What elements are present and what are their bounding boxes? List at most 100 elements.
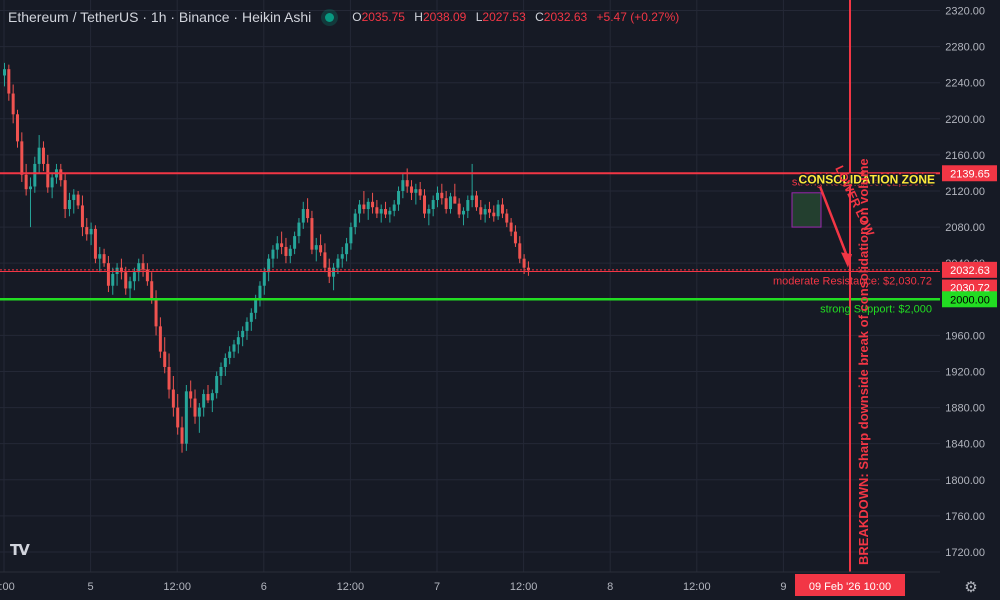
candle-body	[327, 267, 331, 277]
grid	[0, 0, 940, 572]
candle-body	[124, 272, 128, 289]
candle-body	[522, 258, 526, 268]
candle-body	[228, 351, 232, 358]
ohlc-readout: O2035.75 H2038.09 L2027.53 C2032.63 +5.4…	[352, 10, 685, 24]
candle-body	[63, 180, 67, 210]
candle-body	[215, 375, 219, 394]
price-tick-label: 2160.00	[945, 150, 985, 162]
candle-body	[332, 267, 336, 277]
candle-body	[301, 209, 305, 223]
candle-body	[271, 249, 275, 259]
candle-body	[267, 258, 271, 273]
candle-body	[98, 254, 102, 259]
candle-body	[189, 391, 193, 399]
candle-body	[202, 394, 206, 408]
candle-body	[89, 228, 93, 235]
candle-body	[111, 274, 115, 286]
candle-body	[76, 194, 80, 206]
candle-body	[410, 186, 414, 193]
candle-body	[137, 263, 141, 273]
candle-body	[518, 243, 522, 259]
change-value: +5.47 (+0.27%)	[596, 10, 680, 24]
time-tick-label: 12:00	[510, 581, 538, 593]
gear-icon[interactable]: ⚙	[964, 579, 978, 596]
candle-body	[11, 93, 15, 115]
price-tick-label: 2280.00	[945, 42, 985, 54]
candle-body	[487, 209, 491, 213]
tradingview-logo-icon[interactable]: TV	[10, 541, 30, 559]
price-level-badge	[942, 291, 997, 308]
candle-body	[457, 203, 461, 215]
candle-body	[496, 204, 500, 217]
candle-body	[444, 198, 448, 210]
price-tick-label: 1760.00	[945, 511, 985, 523]
price-level-label: 2139.65	[950, 168, 990, 180]
candle-body	[500, 204, 504, 214]
symbol-title[interactable]: Ethereum / TetherUS · 1h · Binance · Hei…	[8, 9, 312, 25]
candle-body	[470, 195, 474, 201]
candle-body	[440, 192, 444, 199]
price-level-badge	[942, 165, 997, 182]
candle-body	[145, 269, 149, 282]
candle-body	[431, 200, 435, 210]
time-tick-label: 12:00	[683, 581, 711, 593]
price-tick-label: 1920.00	[945, 366, 985, 378]
candle-body	[362, 204, 366, 210]
candle-body	[80, 205, 84, 228]
candle-body	[405, 180, 409, 187]
candle-body	[436, 192, 439, 201]
low-value: 2027.53	[482, 10, 526, 24]
candle-body	[106, 263, 110, 286]
candle-body	[513, 231, 517, 244]
candle-body	[15, 114, 19, 142]
candle-body	[167, 366, 171, 390]
candle-body	[310, 218, 314, 250]
candle-body	[423, 195, 427, 214]
candle-body	[453, 196, 457, 204]
candle-body	[349, 227, 353, 244]
candle-body	[379, 209, 383, 214]
candle-body	[115, 267, 119, 275]
price-axis: 2320.00 2280.00 2240.00 2200.00 2160.00 2120.…	[940, 0, 1000, 572]
candle-body	[262, 272, 266, 286]
price-tick-label: 1960.00	[945, 330, 985, 342]
candle-body	[366, 201, 370, 210]
candle-body	[158, 326, 162, 352]
crosshair-time-badge	[795, 574, 905, 596]
candle-body	[492, 212, 496, 217]
candle-body	[375, 207, 379, 214]
price-tick-label: 1800.00	[945, 475, 985, 487]
drawings: strong Resistance: $2,139.65CONSOLIDATIO…	[0, 0, 940, 572]
candle-body	[184, 391, 188, 444]
candle-body	[297, 222, 301, 237]
candle-body	[418, 189, 422, 196]
time-tick-label: 2:00	[0, 581, 15, 593]
candle-body	[241, 330, 245, 338]
market-status-icon	[325, 12, 335, 22]
candle-body	[210, 393, 214, 401]
candle-body	[219, 366, 223, 376]
price-tick-label: 1840.00	[945, 439, 985, 451]
candle-body	[414, 189, 418, 193]
candle-body	[33, 163, 37, 187]
candle-body	[37, 147, 41, 164]
price-tick-label: 2200.00	[945, 114, 985, 126]
high-label: H	[414, 10, 423, 24]
candle-body	[479, 207, 483, 215]
candle-body	[171, 389, 175, 408]
price-level-label: 2032.63	[950, 265, 990, 277]
candle-body	[427, 209, 431, 214]
consolidation-box	[791, 192, 822, 228]
candle-body	[72, 194, 76, 201]
candle-body	[176, 407, 180, 428]
time-tick-label: 9	[780, 581, 786, 593]
candle-body	[388, 210, 392, 215]
crosshair-time-label: 09 Feb '26 10:00	[809, 581, 891, 593]
candle-body	[280, 243, 284, 247]
time-tick-label: 5	[88, 581, 94, 593]
time-tick-label: 7	[434, 581, 440, 593]
candle-body	[275, 243, 279, 250]
candle-body	[384, 209, 388, 215]
open-label: O	[352, 10, 362, 24]
